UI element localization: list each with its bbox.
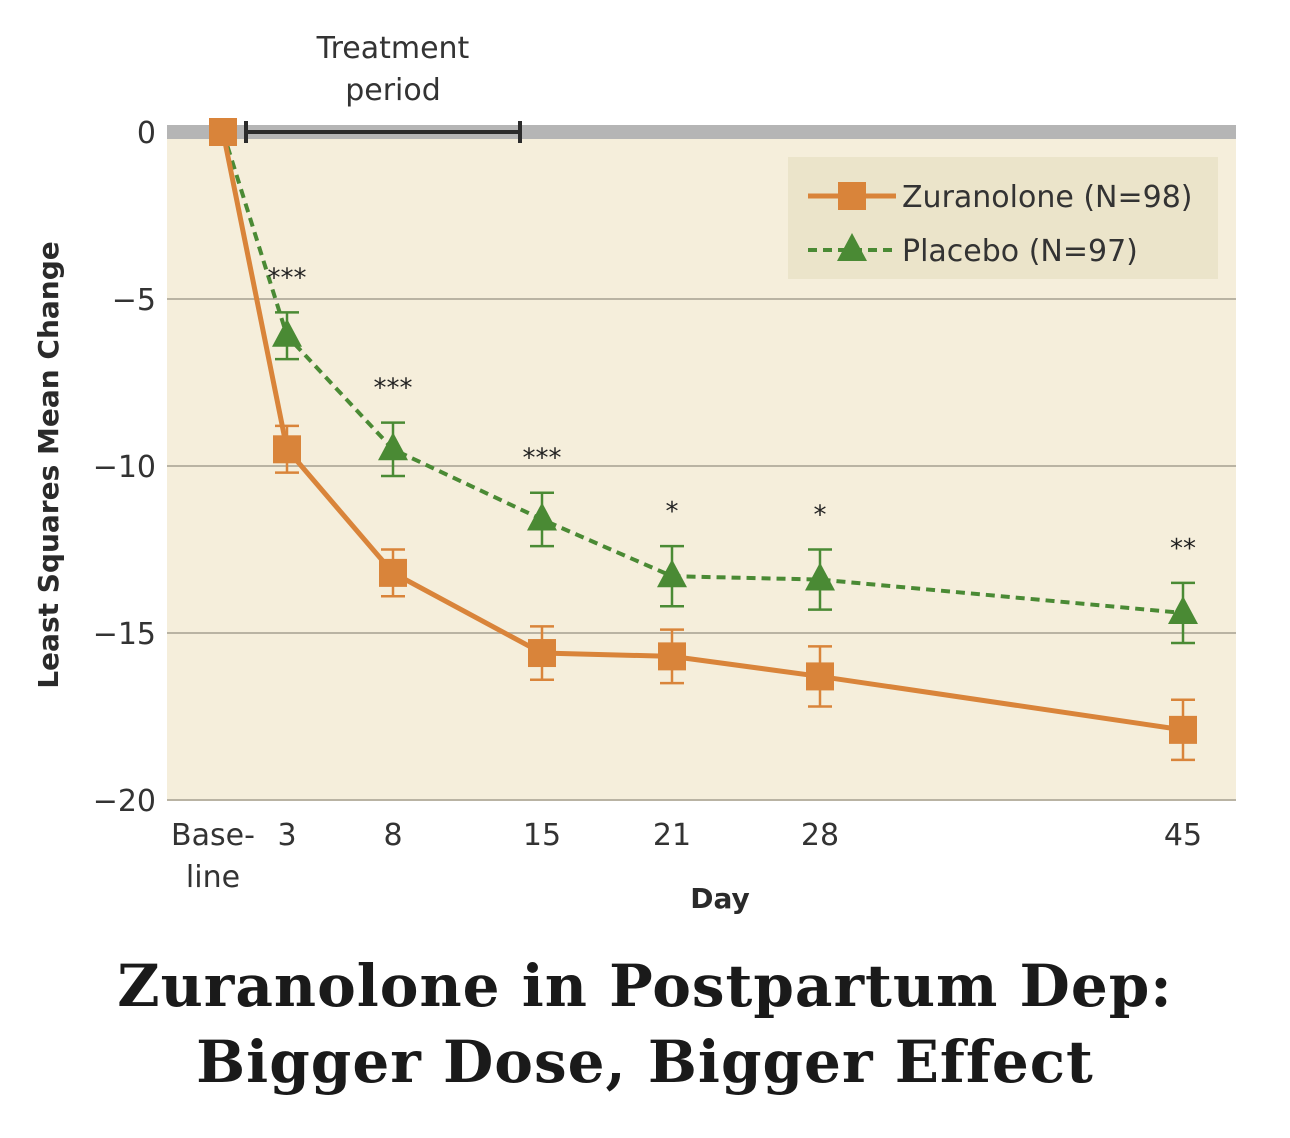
y-tick-label: −10 [93, 450, 156, 485]
x-tick-label: line [186, 860, 240, 895]
series-zuranolone [209, 118, 1197, 762]
headline-line-2: Bigger Dose, Bigger Effect [196, 1028, 1094, 1096]
significance-label: *** [523, 444, 562, 474]
x-tick-label: 45 [1164, 818, 1202, 853]
y-axis-ticks: 0 −5 −10 −15 −20 [93, 116, 156, 819]
significance-label: *** [268, 263, 307, 293]
legend-label: Zuranolone (N=98) [902, 180, 1193, 215]
legend: Zuranolone (N=98) Placebo (N=97) [788, 157, 1218, 279]
x-tick-label: 3 [277, 818, 296, 853]
series-placebo [221, 131, 1198, 645]
legend-marker-square [838, 182, 866, 210]
legend-item-placebo: Placebo (N=97) [808, 233, 1138, 269]
significance-label: *** [374, 374, 413, 404]
headline-line-1: Zuranolone in Postpartum Dep: [117, 952, 1173, 1020]
treatment-period-annotation: Treatment period [244, 31, 522, 143]
data-point [527, 502, 557, 531]
gridlines [167, 298, 1236, 801]
x-tick-label: 21 [653, 818, 691, 853]
y-tick-label: −15 [93, 617, 156, 652]
significance-label: ** [1170, 534, 1196, 564]
legend-marker-triangle [837, 233, 867, 261]
data-point [806, 662, 834, 691]
data-point [657, 559, 687, 588]
y-axis-label: Least Squares Mean Change [32, 241, 65, 689]
treatment-period-label-line1: Treatment [316, 31, 470, 66]
data-point [272, 318, 302, 347]
data-point [528, 639, 556, 668]
significance-label: * [814, 501, 827, 531]
data-point [1168, 595, 1198, 624]
treatment-period-label-line2: period [345, 73, 441, 108]
x-axis-ticks: Base-line 3 8 15 21 28 45 [171, 818, 1202, 895]
data-point [658, 642, 686, 671]
x-tick-label: Base- [171, 818, 255, 853]
data-point [805, 562, 835, 591]
data-point [378, 432, 408, 461]
significance-label: * [666, 497, 679, 527]
x-tick-label: 15 [523, 818, 561, 853]
zero-band [167, 125, 1236, 139]
significance-markers: ********** *** [268, 263, 1197, 564]
chart: Treatment period ********** *** 0−5−10−15… [32, 31, 1236, 915]
y-tick-label: −5 [112, 283, 156, 318]
data-point [1169, 715, 1197, 744]
data-point [379, 558, 407, 587]
data-point [273, 435, 301, 464]
y-tick-label: 0 [137, 116, 156, 151]
series-layer [209, 118, 1198, 762]
y-tick-label: −20 [93, 784, 156, 819]
legend-label: Placebo (N=97) [902, 234, 1138, 269]
headline: Zuranolone in Postpartum Dep: Bigger Dos… [0, 948, 1290, 1100]
x-tick-label: 28 [801, 818, 839, 853]
data-point [209, 118, 237, 146]
x-tick-label: 8 [383, 818, 402, 853]
x-axis-label: Day [690, 882, 750, 915]
legend-item-zuranolone: Zuranolone (N=98) [808, 180, 1193, 215]
